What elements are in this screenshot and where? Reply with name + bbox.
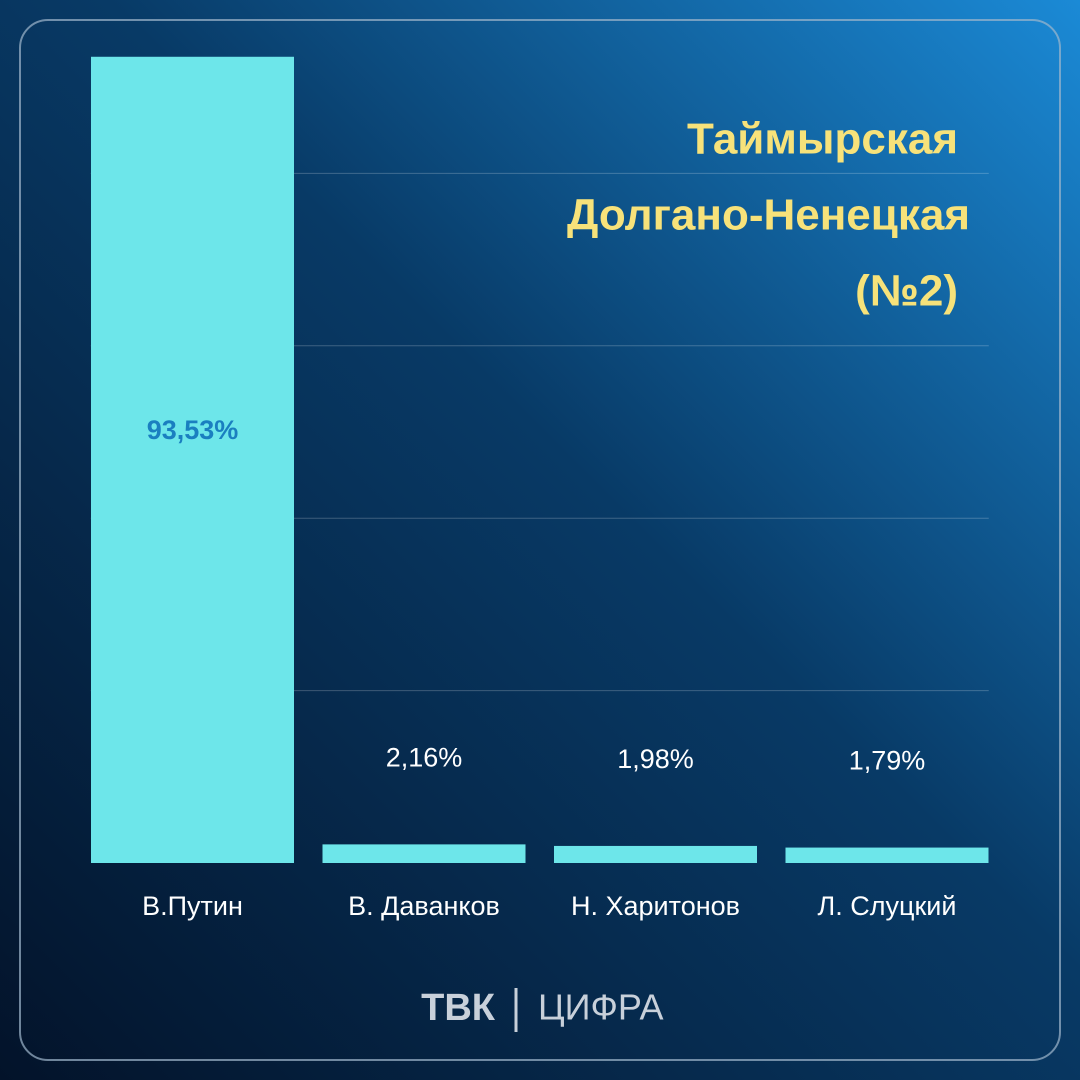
value-label: 1,79% [849,746,926,776]
chart-title-line: (№2) [855,267,958,316]
bar [785,847,989,863]
bar [322,844,526,863]
value-label: 1,98% [617,744,694,774]
bars [91,56,989,863]
x-tick-label: Л. Слуцкий [818,891,957,921]
x-tick-label: В. Даванков [348,891,500,921]
frame [19,19,1061,1061]
value-label: 2,16% [386,743,463,773]
footer-brand: ТВК [421,987,496,1029]
chart-title-line: Долгано-Ненецкая [567,191,970,240]
bar [91,56,294,863]
value-label: 93,53% [147,415,239,445]
bar [554,845,757,863]
x-tick-label: Н. Харитонов [571,891,740,921]
chart-title-line: Таймырская [687,115,958,164]
footer-product: ЦИФРА [538,987,664,1028]
x-tick-label: В.Путин [142,891,243,921]
